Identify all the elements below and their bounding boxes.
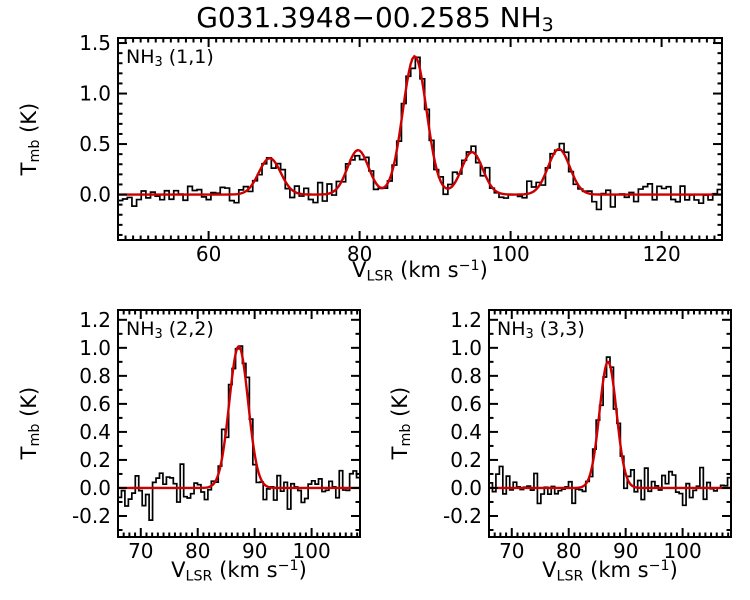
spectrum-histogram bbox=[118, 56, 722, 211]
y-axis-label-bottom-left-panel: Tmb (K) bbox=[17, 353, 43, 493]
y-tick-label: -0.2 bbox=[72, 504, 111, 528]
y-tick-label: 0.6 bbox=[450, 392, 482, 416]
x-axis-label-superscript: −1 bbox=[277, 558, 299, 574]
y-axis-label-text: T bbox=[16, 162, 41, 176]
panel-label-subscript: 3 bbox=[154, 326, 163, 342]
x-tick-label: 90 bbox=[613, 539, 638, 563]
x-tick-label: 100 bbox=[492, 242, 530, 266]
panel-label-subscript: 3 bbox=[154, 54, 163, 70]
gaussian-fit-curve bbox=[118, 345, 360, 490]
panel-label-transition: (3,3) bbox=[533, 318, 585, 340]
panel-label-nh3-22: NH3 (2,2) bbox=[126, 318, 214, 342]
y-tick-label: 0.4 bbox=[450, 420, 482, 444]
panel-label-text: NH bbox=[497, 318, 526, 340]
x-tick-label: 100 bbox=[293, 539, 331, 563]
x-axis-label-bottom-left-panel: VLSR (km s−1) bbox=[118, 558, 360, 584]
y-tick-label: 1.2 bbox=[79, 308, 111, 332]
x-tick-label: 90 bbox=[242, 539, 267, 563]
y-tick-label: 0.2 bbox=[79, 448, 111, 472]
x-axis-label-units: (km s bbox=[583, 558, 649, 583]
y-tick-label: 0.0 bbox=[79, 183, 111, 207]
x-axis-label-bottom-right-panel: VLSR (km s−1) bbox=[489, 558, 731, 584]
y-tick-label: 0.5 bbox=[79, 132, 111, 156]
y-tick-label: 1.0 bbox=[450, 336, 482, 360]
x-tick-label: 120 bbox=[643, 242, 681, 266]
y-axis-label-subscript: mb bbox=[27, 423, 44, 447]
x-axis-label-close: ) bbox=[669, 558, 678, 583]
y-tick-label: 0.6 bbox=[79, 392, 111, 416]
panel-nh3-11: 60 80 100 120 0.0 0.5 1.0 1.5 bbox=[79, 31, 723, 266]
x-tick-label: 80 bbox=[347, 242, 372, 266]
x-axis-label-text: V bbox=[171, 558, 186, 583]
x-axis-label-superscript: −1 bbox=[648, 558, 670, 574]
y-axis-label-units: (K) bbox=[16, 386, 41, 424]
panel-label-nh3-11: NH3 (1,1) bbox=[126, 46, 214, 70]
x-axis-label-units: (km s bbox=[212, 558, 278, 583]
x-tick-label: 100 bbox=[664, 539, 702, 563]
gaussian-fit-curve bbox=[118, 54, 722, 196]
y-axis-label-text: T bbox=[16, 446, 41, 460]
panel-label-text: NH bbox=[126, 46, 155, 68]
panel-nh3-22: 70 80 90 100 -0.2 0.0 0.2 0.4 0.6 0.8 1.0 1.2 bbox=[72, 308, 361, 563]
x-axis-label-close: ) bbox=[298, 558, 307, 583]
y-tick-label: 1.0 bbox=[79, 336, 111, 360]
y-tick-label: 0.0 bbox=[79, 476, 111, 500]
y-axis-label-units: (K) bbox=[16, 102, 41, 140]
y-axis-label-units: (K) bbox=[387, 386, 412, 424]
panel-label-transition: (2,2) bbox=[162, 318, 214, 340]
axes-frame bbox=[117, 309, 361, 538]
panel-label-transition: (1,1) bbox=[162, 46, 214, 68]
gaussian-fit-curve bbox=[489, 360, 731, 490]
x-axis-label-close: ) bbox=[479, 258, 488, 283]
y-tick-label: 0.8 bbox=[79, 364, 111, 388]
y-tick-label: 1.5 bbox=[79, 31, 111, 55]
x-tick-label: 60 bbox=[196, 242, 221, 266]
figure-title-text: G031.3948−00.2585 NH bbox=[196, 1, 542, 34]
y-axis-label-subscript: mb bbox=[398, 423, 415, 447]
figure-title-subscript: 3 bbox=[541, 14, 554, 37]
x-axis-label-superscript: −1 bbox=[458, 258, 480, 274]
panel-label-subscript: 3 bbox=[525, 326, 534, 342]
y-tick-label: 1.2 bbox=[450, 308, 482, 332]
x-tick-label: 80 bbox=[185, 539, 210, 563]
y-tick-label: 0.0 bbox=[450, 476, 482, 500]
panel-label-text: NH bbox=[126, 318, 155, 340]
x-axis-label-text: V bbox=[542, 558, 557, 583]
x-axis-label-units: (km s bbox=[393, 258, 459, 283]
y-axis-label-top-panel: Tmb (K) bbox=[17, 69, 43, 209]
panel-nh3-33: 70 80 90 100 -0.2 0.0 0.2 0.4 0.6 0.8 1.0 1.2 bbox=[443, 308, 732, 563]
spectrum-histogram bbox=[489, 356, 731, 507]
y-tick-label: 0.4 bbox=[79, 420, 111, 444]
y-tick-label: 1.0 bbox=[79, 82, 111, 106]
y-tick-label: 0.8 bbox=[450, 364, 482, 388]
y-axis-label-subscript: mb bbox=[27, 139, 44, 163]
y-axis-label-text: T bbox=[387, 446, 412, 460]
y-tick-label: 0.2 bbox=[450, 448, 482, 472]
axes-frame bbox=[488, 309, 732, 538]
x-axis-label-subscript: LSR bbox=[366, 268, 394, 285]
x-tick-label: 80 bbox=[556, 539, 581, 563]
spectrum-histogram bbox=[118, 345, 360, 521]
x-axis-label-subscript: LSR bbox=[185, 568, 213, 585]
x-axis-label-text: V bbox=[352, 258, 367, 283]
x-axis-label-subscript: LSR bbox=[556, 568, 584, 585]
x-tick-label: 70 bbox=[499, 539, 524, 563]
x-axis-label-top-panel: VLSR (km s−1) bbox=[118, 258, 722, 284]
y-axis-label-bottom-right-panel: Tmb (K) bbox=[388, 353, 414, 493]
y-tick-label: -0.2 bbox=[443, 504, 482, 528]
figure-title: G031.3948−00.2585 NH3 bbox=[0, 1, 750, 36]
panel-label-nh3-33: NH3 (3,3) bbox=[497, 318, 585, 342]
x-tick-label: 70 bbox=[128, 539, 153, 563]
